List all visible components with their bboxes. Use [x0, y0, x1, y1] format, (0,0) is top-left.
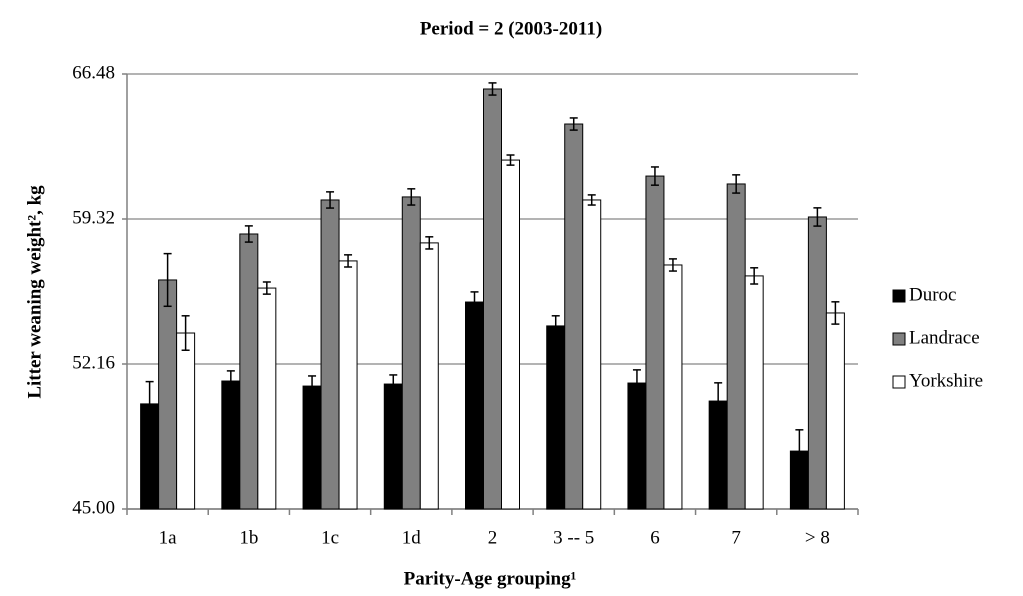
legend-label: Duroc — [909, 284, 956, 305]
error-bar — [551, 315, 560, 337]
error-bar — [813, 207, 822, 227]
error-bar — [470, 291, 479, 313]
x-tick-label: 1a — [159, 527, 178, 548]
bar — [239, 233, 259, 510]
bar — [176, 332, 196, 510]
y-tick-label: 45.00 — [72, 497, 115, 518]
bar — [807, 216, 827, 510]
bar — [320, 199, 340, 510]
error-bar — [181, 315, 190, 351]
chart-title: Period = 2 (2003-2011) — [420, 18, 602, 39]
error-bar — [344, 254, 353, 268]
error-bar — [569, 117, 578, 131]
y-tick-label: 66.48 — [72, 62, 115, 83]
legend-swatch — [892, 332, 906, 346]
error-bar — [145, 380, 154, 427]
bar — [546, 325, 566, 510]
error-bar — [732, 174, 741, 194]
error-bar — [831, 301, 840, 325]
error-bar — [163, 252, 172, 308]
bar — [419, 242, 439, 510]
error-bar — [425, 236, 434, 250]
error-bar — [750, 267, 759, 285]
bar — [257, 287, 277, 510]
bar — [825, 312, 845, 510]
bar — [663, 264, 683, 510]
error-bar — [262, 281, 271, 295]
bar — [383, 383, 403, 510]
legend-label: Landrace — [909, 327, 980, 348]
error-bar — [308, 375, 317, 397]
legend-label: Yorkshire — [909, 370, 983, 391]
x-tick-label: 6 — [650, 527, 660, 548]
x-tick-label: 1b — [239, 527, 258, 548]
error-bar — [407, 188, 416, 206]
x-tick-label: 1d — [402, 527, 422, 548]
error-bar — [326, 191, 335, 209]
x-tick-label: > 8 — [805, 527, 830, 548]
bar — [726, 183, 746, 510]
bar — [645, 175, 665, 510]
bar — [158, 279, 178, 510]
bar — [401, 196, 421, 510]
error-bar — [389, 374, 398, 394]
x-axis-label: Parity-Age grouping¹ — [404, 568, 577, 589]
error-bar — [668, 258, 677, 272]
x-tick-label: 2 — [488, 527, 498, 548]
bar — [744, 275, 764, 510]
bar — [221, 380, 241, 510]
bar — [582, 199, 602, 510]
y-tick-label: 59.32 — [72, 207, 115, 228]
error-bar — [488, 82, 497, 96]
error-bar — [795, 429, 804, 474]
x-tick-label: 1c — [321, 527, 339, 548]
bar — [627, 382, 647, 510]
bar — [465, 301, 484, 510]
x-tick-label: 3 -- 5 — [553, 527, 594, 548]
bar — [338, 260, 358, 510]
error-bar — [632, 369, 641, 397]
error-bar — [244, 225, 253, 243]
bar — [501, 159, 520, 510]
bar — [564, 123, 584, 510]
error-bar — [226, 370, 235, 392]
legend-swatch — [892, 289, 906, 303]
error-bar — [714, 382, 723, 421]
error-bar — [506, 154, 515, 166]
error-bar — [587, 194, 596, 206]
bar — [483, 88, 502, 510]
bar — [302, 385, 322, 510]
error-bar — [650, 166, 659, 186]
y-tick-label: 52.16 — [72, 352, 115, 373]
x-tick-label: 7 — [731, 527, 741, 548]
y-axis-label: Litter weaning weight², kg — [24, 185, 45, 399]
legend-swatch — [892, 375, 906, 389]
